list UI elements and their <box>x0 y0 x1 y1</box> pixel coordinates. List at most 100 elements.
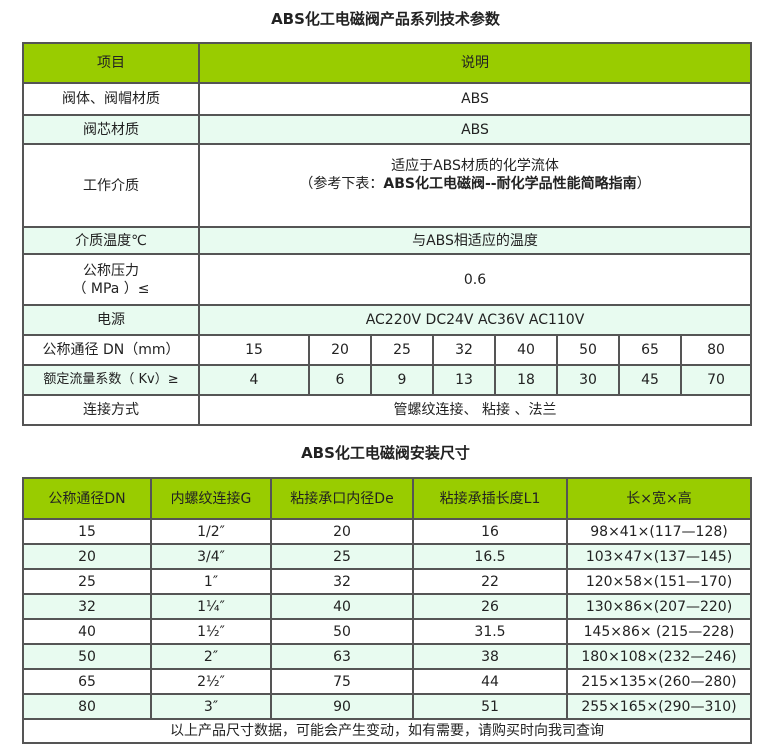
table-row: 25 1″ 32 22 120×58×(151—170) <box>22 568 752 595</box>
row-label: 阀芯材质 <box>22 114 200 145</box>
row-value: AC220V DC24V AC36V AC110V <box>198 304 752 336</box>
table-cell: 3″ <box>150 693 272 720</box>
table-cell: 51 <box>412 693 568 720</box>
kv-value: 13 <box>432 364 496 396</box>
kv-value: 70 <box>680 364 752 396</box>
row-value: ABS <box>198 82 752 116</box>
table-row: 50 2″ 63 38 180×108×(232—246) <box>22 643 752 670</box>
table-cell: 32 <box>270 568 414 595</box>
table-cell: 63 <box>270 643 414 670</box>
table-cell: 25 <box>22 568 152 595</box>
table-cell: 20 <box>22 543 152 570</box>
dn-value: 20 <box>308 334 372 366</box>
table-cell: 20 <box>270 518 414 545</box>
row-label: 公称通径 DN（mm） <box>22 334 200 366</box>
table-cell: 32 <box>22 593 152 620</box>
table-cell: 15 <box>22 518 152 545</box>
dims-table: 公称通径DN 内螺纹连接G 粘接承口内径De 粘接承插长度L1 长×宽×高 15 1/2″… <box>22 477 752 744</box>
table-cell: 3/4″ <box>150 543 272 570</box>
row-value: ABS <box>198 114 752 145</box>
table-cell: 1½″ <box>150 618 272 645</box>
table-cell: 44 <box>412 668 568 695</box>
table-cell: 98×41×(117—128) <box>566 518 752 545</box>
table-cell: 75 <box>270 668 414 695</box>
table-cell: 31.5 <box>412 618 568 645</box>
kv-value: 6 <box>308 364 372 396</box>
row-label: 公称压力（ MPa ）≤ <box>22 253 200 306</box>
table-cell: 180×108×(232—246) <box>566 643 752 670</box>
table-cell: 50 <box>22 643 152 670</box>
table-cell: 26 <box>412 593 568 620</box>
row-value: 管螺纹连接、 粘接 、法兰 <box>198 394 752 426</box>
table-cell: 1¼″ <box>150 593 272 620</box>
table-cell: 40 <box>22 618 152 645</box>
column-header: 粘接承插长度L1 <box>412 477 568 520</box>
table-row: 连接方式 管螺纹连接、 粘接 、法兰 <box>22 394 752 426</box>
table-cell: 90 <box>270 693 414 720</box>
table-row: 40 1½″ 50 31.5 145×86× (215—228) <box>22 618 752 645</box>
kv-value: 30 <box>556 364 620 396</box>
row-label: 连接方式 <box>22 394 200 426</box>
medium-guide-ref: ABS化工电磁阀--耐化学品性能简略指南 <box>383 176 637 192</box>
table-row: 15 1/2″ 20 16 98×41×(117—128) <box>22 518 752 545</box>
dn-value: 40 <box>494 334 558 366</box>
kv-value: 18 <box>494 364 558 396</box>
medium-prefix: （参考下表： <box>299 176 384 192</box>
table-cell: 40 <box>270 593 414 620</box>
table-cell: 38 <box>412 643 568 670</box>
table-row: 公称压力（ MPa ）≤ 0.6 <box>22 253 752 306</box>
table-cell: 65 <box>22 668 152 695</box>
row-label: 介质温度℃ <box>22 226 200 255</box>
table-row: 32 1¼″ 40 26 130×86×(207—220) <box>22 593 752 620</box>
column-header: 公称通径DN <box>22 477 152 520</box>
table-cell: 80 <box>22 693 152 720</box>
column-header: 内螺纹连接G <box>150 477 272 520</box>
header-row: 项目 说明 <box>22 42 752 84</box>
row-value: 与ABS相适应的温度 <box>198 226 752 255</box>
dn-value: 25 <box>370 334 434 366</box>
params-title: ABS化工电磁阀产品系列技术参数 <box>271 10 500 28</box>
table-row: 介质温度℃ 与ABS相适应的温度 <box>22 226 752 255</box>
table-row: 65 2½″ 75 44 215×135×(260—280) <box>22 668 752 695</box>
table-cell: 120×58×(151—170) <box>566 568 752 595</box>
table-row: 阀体、阀帽材质 ABS <box>22 82 752 116</box>
table-cell: 145×86× (215—228) <box>566 618 752 645</box>
row-value: 适应于ABS材质的化学流体 （参考下表：ABS化工电磁阀--耐化学品性能简略指南） <box>198 143 752 228</box>
table-row: 公称通径 DN（mm） 15 20 25 32 40 50 65 80 <box>22 334 752 366</box>
row-label: 阀体、阀帽材质 <box>22 82 200 116</box>
table-cell: 25 <box>270 543 414 570</box>
table-cell: 2½″ <box>150 668 272 695</box>
table-cell: 2″ <box>150 643 272 670</box>
dn-value: 80 <box>680 334 752 366</box>
table-cell: 255×165×(290—310) <box>566 693 752 720</box>
footer-note: 以上产品尺寸数据，可能会产生变动，如有需要，请购买时向我司查询 <box>22 718 752 744</box>
table-cell: 1″ <box>150 568 272 595</box>
table-row: 80 3″ 90 51 255×165×(290—310) <box>22 693 752 720</box>
header-desc: 说明 <box>198 42 752 84</box>
header-row: 公称通径DN 内螺纹连接G 粘接承口内径De 粘接承插长度L1 长×宽×高 <box>22 477 752 520</box>
table-cell: 50 <box>270 618 414 645</box>
row-label: 电源 <box>22 304 200 336</box>
table-cell: 215×135×(260—280) <box>566 668 752 695</box>
dn-value: 65 <box>618 334 682 366</box>
row-value: 0.6 <box>198 253 752 306</box>
table-row: 工作介质 适应于ABS材质的化学流体 （参考下表：ABS化工电磁阀--耐化学品性能简… <box>22 143 752 228</box>
table-cell: 22 <box>412 568 568 595</box>
table-row: 电源 AC220V DC24V AC36V AC110V <box>22 304 752 336</box>
kv-value: 4 <box>198 364 310 396</box>
dn-value: 50 <box>556 334 620 366</box>
table-cell: 16 <box>412 518 568 545</box>
table-cell: 130×86×(207—220) <box>566 593 752 620</box>
table-cell: 1/2″ <box>150 518 272 545</box>
dn-value: 32 <box>432 334 496 366</box>
kv-value: 45 <box>618 364 682 396</box>
kv-value: 9 <box>370 364 434 396</box>
dn-value: 15 <box>198 334 310 366</box>
medium-line1: 适应于ABS材质的化学流体 <box>391 158 559 174</box>
header-item: 项目 <box>22 42 200 84</box>
table-row: 阀芯材质 ABS <box>22 114 752 145</box>
column-header: 粘接承口内径De <box>270 477 414 520</box>
medium-suffix: ） <box>636 176 651 192</box>
row-label: 额定流量系数（ Kv）≥ <box>22 364 200 396</box>
params-table: 项目 说明 阀体、阀帽材质 ABS 阀芯材质 ABS 工作介质 适应于ABS材质的化学流… <box>22 42 752 426</box>
